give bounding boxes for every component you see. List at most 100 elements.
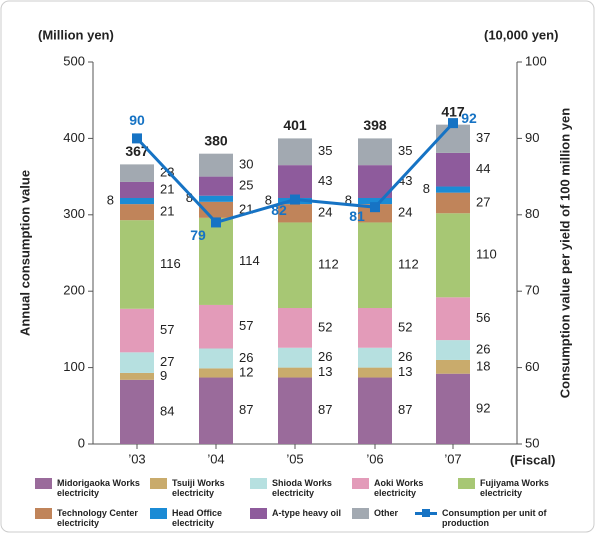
bar-segment xyxy=(436,152,470,187)
bar-segment xyxy=(358,377,392,444)
value-label: 12 xyxy=(239,364,253,379)
bar-segment xyxy=(436,192,470,214)
legend-item: Technology Center electricity xyxy=(35,508,157,528)
line-marker xyxy=(211,217,221,228)
bar-segment xyxy=(358,308,392,348)
legend-item: Consumption per unit of production xyxy=(415,508,552,528)
bar-segment xyxy=(199,304,233,349)
value-label: 56 xyxy=(476,310,490,325)
value-label: 35 xyxy=(318,143,332,158)
bar-segment xyxy=(436,359,470,374)
line-marker xyxy=(132,133,142,144)
bar-segment xyxy=(436,340,470,360)
legend-label: Consumption per unit of production xyxy=(442,508,547,528)
value-label: 87 xyxy=(398,402,412,417)
legend-swatch xyxy=(150,508,167,519)
x-tick-label: ’04 xyxy=(207,451,224,466)
value-label: 37 xyxy=(476,130,490,145)
y2-label: Consumption value per yield of 100 milli… xyxy=(557,108,572,398)
value-label: 35 xyxy=(398,143,412,158)
bar-segment xyxy=(436,124,470,153)
legend-marker xyxy=(422,509,430,517)
y2-tick-label: 90 xyxy=(525,130,539,145)
bar-segment xyxy=(199,153,233,177)
y2-tick-label: 100 xyxy=(525,53,547,68)
legend-swatch xyxy=(415,508,437,519)
legend-swatch xyxy=(35,478,52,489)
legend-item: Aoki Works electricity xyxy=(352,478,454,498)
value-label: 18 xyxy=(476,358,490,373)
legend-item: Shioda Works electricity xyxy=(250,478,352,498)
y2-tick-label: 50 xyxy=(525,435,539,450)
bar-segment xyxy=(120,379,154,444)
bar-segment xyxy=(199,195,233,202)
value-label: 27 xyxy=(160,354,174,369)
bar-segment xyxy=(199,176,233,196)
value-label: 8 xyxy=(345,192,352,207)
legend-swatch xyxy=(250,478,267,489)
y2-tick-label: 60 xyxy=(525,359,539,374)
bar-segment xyxy=(199,348,233,369)
value-label: 24 xyxy=(318,205,332,220)
total-label: 398 xyxy=(363,117,387,133)
bar-segment xyxy=(120,197,154,205)
bar-segment xyxy=(436,373,470,444)
bar-segment xyxy=(120,372,154,380)
total-label: 367 xyxy=(125,143,149,159)
bar-segment xyxy=(358,204,392,223)
y2-unit: (10,000 yen) xyxy=(484,27,558,42)
value-label: 13 xyxy=(398,364,412,379)
bar-segment xyxy=(436,213,470,298)
value-label: 21 xyxy=(160,204,174,219)
value-label: 27 xyxy=(476,194,490,209)
value-label: 30 xyxy=(239,157,253,172)
legend-swatch xyxy=(150,478,167,489)
y-tick-label: 0 xyxy=(78,435,85,450)
y2-tick-label: 80 xyxy=(525,206,539,221)
legend-label: Fujiyama Works electricity xyxy=(480,478,549,498)
line-label: 90 xyxy=(129,112,145,128)
value-label: 116 xyxy=(160,256,181,271)
value-label: 57 xyxy=(160,322,174,337)
x-tick-label: ’05 xyxy=(286,451,303,466)
bar-segment xyxy=(278,165,312,198)
value-label: 114 xyxy=(239,253,260,268)
bar-segment xyxy=(436,186,470,193)
y-label: Annual consumption value xyxy=(17,170,32,336)
legend-item: Fujiyama Works electricity xyxy=(458,478,585,498)
legend-item: Tsuiji Works electricity xyxy=(150,478,247,498)
total-label: 401 xyxy=(283,117,307,133)
value-label: 92 xyxy=(476,400,490,415)
value-label: 26 xyxy=(476,341,490,356)
legend-swatch xyxy=(35,508,52,519)
bar-segment xyxy=(278,222,312,309)
y-tick-label: 300 xyxy=(63,206,85,221)
legend-item: A-type heavy oil xyxy=(250,508,357,519)
total-label: 380 xyxy=(204,132,228,148)
bar-segment xyxy=(358,347,392,368)
line-label: 81 xyxy=(349,208,365,224)
value-label: 43 xyxy=(318,173,332,188)
bar-segment xyxy=(278,347,312,368)
y-tick-label: 400 xyxy=(63,130,85,145)
value-label: 26 xyxy=(398,349,412,364)
x-tick-label: ’06 xyxy=(366,451,383,466)
value-label: 57 xyxy=(239,318,253,333)
legend-label: Shioda Works electricity xyxy=(272,478,332,498)
legend-label: Technology Center electricity xyxy=(57,508,138,528)
y-tick-label: 200 xyxy=(63,283,85,298)
bar-segment xyxy=(120,308,154,353)
bar-segment xyxy=(278,204,312,223)
legend-label: Head Office electricity xyxy=(172,508,223,528)
line-marker xyxy=(448,118,458,129)
value-label: 13 xyxy=(318,364,332,379)
bar-segment xyxy=(358,165,392,198)
x-tick-label: ’03 xyxy=(128,451,145,466)
bar-segment xyxy=(358,138,392,166)
bar-segment xyxy=(278,138,312,166)
bar-segment xyxy=(199,368,233,378)
legend-swatch xyxy=(458,478,475,489)
